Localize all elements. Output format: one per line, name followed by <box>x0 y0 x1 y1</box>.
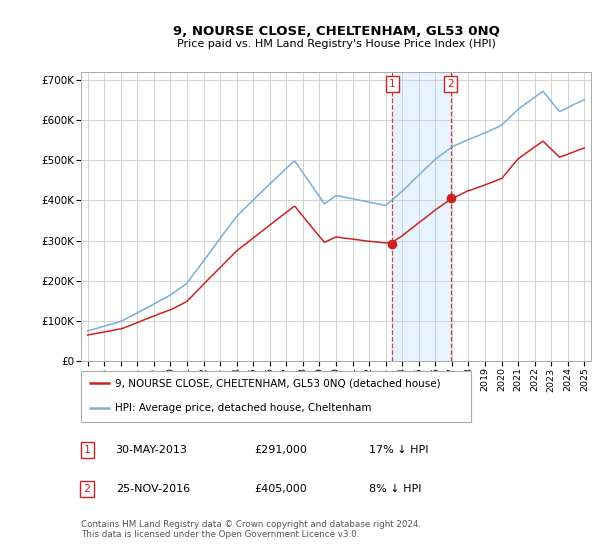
Text: £405,000: £405,000 <box>254 484 307 494</box>
Text: 2: 2 <box>83 484 91 494</box>
Text: 1: 1 <box>389 79 396 88</box>
Text: Price paid vs. HM Land Registry's House Price Index (HPI): Price paid vs. HM Land Registry's House … <box>176 39 496 49</box>
Bar <box>392 72 451 361</box>
FancyBboxPatch shape <box>81 371 471 422</box>
Text: 8% ↓ HPI: 8% ↓ HPI <box>369 484 422 494</box>
Text: 9, NOURSE CLOSE, CHELTENHAM, GL53 0NQ: 9, NOURSE CLOSE, CHELTENHAM, GL53 0NQ <box>173 25 499 38</box>
Text: 2: 2 <box>447 79 454 88</box>
Text: 17% ↓ HPI: 17% ↓ HPI <box>369 445 428 455</box>
Text: HPI: Average price, detached house, Cheltenham: HPI: Average price, detached house, Chel… <box>115 403 372 413</box>
Text: £291,000: £291,000 <box>254 445 307 455</box>
Text: 9, NOURSE CLOSE, CHELTENHAM, GL53 0NQ (detached house): 9, NOURSE CLOSE, CHELTENHAM, GL53 0NQ (d… <box>115 379 441 389</box>
Text: 30-MAY-2013: 30-MAY-2013 <box>116 445 188 455</box>
Text: 25-NOV-2016: 25-NOV-2016 <box>116 484 190 494</box>
Text: 1: 1 <box>83 445 91 455</box>
Text: Contains HM Land Registry data © Crown copyright and database right 2024.
This d: Contains HM Land Registry data © Crown c… <box>81 520 421 539</box>
